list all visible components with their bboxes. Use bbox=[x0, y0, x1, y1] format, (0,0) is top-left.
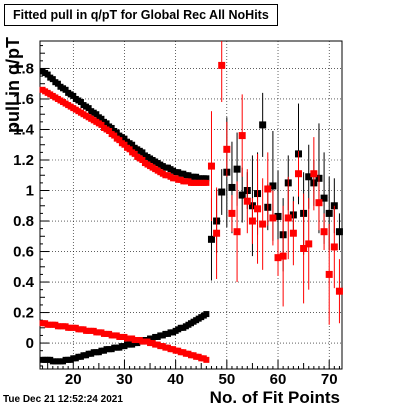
data-point bbox=[126, 146, 133, 153]
data-point bbox=[279, 252, 287, 260]
y-axis-label: pull in q/pT bbox=[3, 37, 23, 133]
data-point bbox=[310, 170, 318, 178]
data-point bbox=[121, 141, 128, 148]
y-tick-label: 1 bbox=[26, 183, 34, 200]
data-point bbox=[106, 128, 113, 135]
data-point bbox=[139, 149, 146, 156]
data-point bbox=[300, 244, 308, 252]
x-tick-label: 40 bbox=[167, 371, 184, 388]
data-point bbox=[70, 92, 77, 99]
data-point bbox=[305, 173, 313, 181]
data-point bbox=[218, 61, 226, 69]
data-point bbox=[269, 214, 277, 222]
data-point bbox=[49, 76, 56, 83]
x-tick-label: 30 bbox=[116, 371, 133, 388]
chart-title: Fitted pull in q/pT for Global Rec All N… bbox=[4, 4, 278, 26]
data-point bbox=[335, 228, 343, 236]
data-point bbox=[284, 214, 292, 222]
data-point bbox=[139, 156, 146, 163]
y-tick-label: 0.8 bbox=[13, 213, 34, 230]
data-point bbox=[233, 228, 241, 236]
data-point bbox=[259, 121, 267, 129]
data-point bbox=[320, 194, 328, 202]
data-point bbox=[294, 170, 302, 178]
data-point bbox=[93, 111, 100, 118]
data-point bbox=[111, 132, 118, 139]
x-tick-label: 60 bbox=[270, 371, 287, 388]
plot-frame bbox=[39, 40, 343, 370]
data-point bbox=[320, 228, 328, 236]
y-tick-label: 0 bbox=[26, 335, 34, 352]
y-tick-label: 1.4 bbox=[13, 121, 35, 138]
data-point bbox=[218, 188, 226, 196]
data-point bbox=[305, 240, 313, 248]
data-point bbox=[233, 165, 241, 173]
data-point bbox=[108, 124, 115, 131]
data-point bbox=[203, 179, 210, 186]
data-point bbox=[207, 235, 215, 243]
data-point bbox=[129, 141, 136, 148]
data-point bbox=[98, 121, 105, 128]
data-point bbox=[330, 243, 338, 251]
data-point bbox=[238, 132, 246, 140]
data-point bbox=[85, 105, 92, 112]
x-tick-label: 50 bbox=[218, 371, 235, 388]
data-point bbox=[103, 120, 110, 127]
data-point bbox=[116, 137, 123, 144]
y-tick-label: 1.8 bbox=[13, 60, 34, 77]
data-point bbox=[254, 205, 262, 213]
y-tick-label: 1.6 bbox=[13, 91, 34, 108]
data-point bbox=[274, 212, 282, 220]
y-tick-label: 0.4 bbox=[13, 274, 35, 291]
x-tick-label: 70 bbox=[321, 371, 338, 388]
data-point bbox=[243, 197, 251, 205]
data-point bbox=[62, 86, 69, 93]
y-tick-label: 0.6 bbox=[13, 244, 34, 261]
data-point bbox=[203, 175, 210, 182]
data-point bbox=[54, 80, 61, 87]
data-point bbox=[228, 209, 236, 217]
data-point bbox=[289, 229, 297, 237]
data-point bbox=[325, 270, 333, 278]
data-point bbox=[228, 183, 236, 191]
data-point bbox=[98, 115, 105, 122]
data-point bbox=[77, 99, 84, 106]
data-point bbox=[113, 129, 120, 136]
data-point bbox=[44, 71, 51, 78]
data-point bbox=[274, 254, 282, 262]
data-point bbox=[335, 287, 343, 295]
data-point bbox=[325, 209, 333, 217]
data-point bbox=[203, 311, 210, 318]
x-axis-label: No. of Fit Points bbox=[209, 388, 340, 407]
data-point bbox=[269, 182, 277, 190]
timestamp: Tue Dec 21 12:52:24 2021 bbox=[3, 394, 123, 405]
data-series bbox=[39, 41, 343, 363]
data-point bbox=[213, 229, 221, 237]
data-point bbox=[315, 199, 323, 207]
data-point bbox=[259, 220, 267, 228]
data-point bbox=[223, 145, 231, 153]
data-point bbox=[131, 150, 138, 157]
x-tick-label: 20 bbox=[65, 371, 82, 388]
data-point bbox=[238, 191, 246, 199]
y-tick-label: 0.2 bbox=[13, 305, 34, 322]
data-point bbox=[264, 185, 272, 193]
data-point bbox=[121, 135, 128, 142]
data-point bbox=[248, 217, 256, 225]
y-tick-label: 1.2 bbox=[13, 152, 34, 169]
data-point bbox=[207, 162, 215, 170]
data-point bbox=[203, 356, 210, 363]
